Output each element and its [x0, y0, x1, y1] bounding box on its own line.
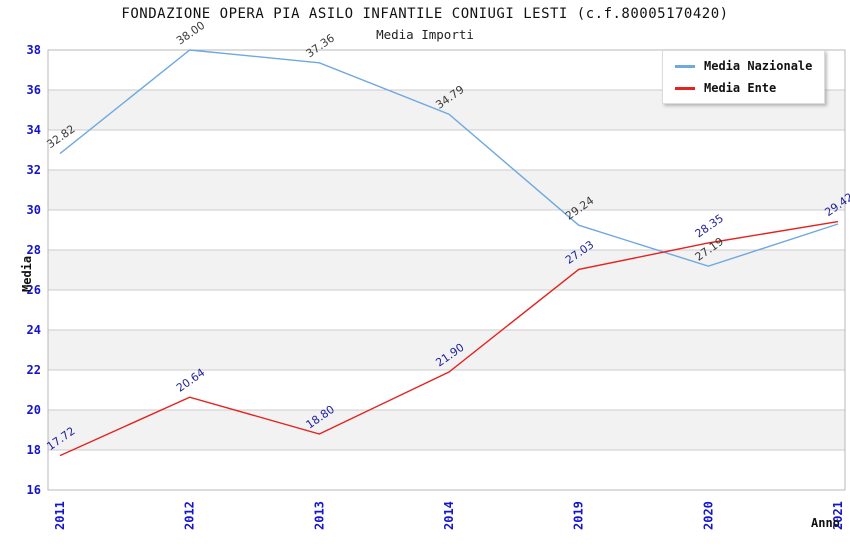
legend-item-media-nazionale: Media Nazionale	[675, 59, 812, 73]
y-tick-label: 22	[27, 363, 41, 377]
y-tick-labels: 16 18 20 22 24 26 28 30 32 34 36 38	[27, 43, 41, 497]
chart-subtitle: Media Importi	[376, 27, 474, 42]
x-tick-label: 2011	[53, 501, 67, 530]
plot-border	[47, 49, 846, 491]
x-tick-label: 2013	[312, 501, 326, 530]
y-tick-label: 18	[27, 443, 41, 457]
y-axis-label: Media	[20, 255, 34, 292]
y-tick-label: 38	[27, 43, 41, 57]
y-tick-label: 32	[27, 163, 41, 177]
x-tick-labels: 2011 2012 2013 2014 2019 2020 2021	[53, 501, 845, 530]
y-tick-label: 16	[27, 483, 41, 497]
media-nazionale-line-swatch	[675, 64, 695, 68]
legend-item-media-ente: Media Ente	[675, 81, 812, 95]
x-tick-label: 2021	[831, 501, 845, 530]
y-tick-label: 26	[27, 283, 41, 297]
media-ente-line-swatch	[675, 86, 695, 90]
y-tick-label: 34	[27, 123, 41, 137]
x-tick-label: 2014	[442, 501, 456, 530]
legend-label-media-ente: Media Ente	[704, 81, 777, 95]
y-tick-label: 36	[27, 83, 41, 97]
x-tick-label: 2019	[572, 501, 586, 530]
x-tick-label: 2020	[701, 501, 715, 530]
background-bands	[48, 50, 845, 490]
y-tick-label: 28	[27, 243, 41, 257]
legend: Media Nazionale Media Ente	[662, 50, 826, 104]
x-axis-label: Anno	[811, 516, 840, 530]
y-tick-label: 24	[27, 323, 41, 337]
series-line-media-ente	[59, 220, 839, 457]
y-tick-label: 20	[27, 403, 41, 417]
chart-title: FONDAZIONE OPERA PIA ASILO INFANTILE CON…	[121, 6, 729, 22]
x-tick-label: 2012	[183, 501, 197, 530]
legend-label-media-nazionale: Media Nazionale	[704, 59, 813, 73]
series-line-media-nazionale	[59, 49, 839, 267]
y-tick-label: 30	[27, 203, 41, 217]
